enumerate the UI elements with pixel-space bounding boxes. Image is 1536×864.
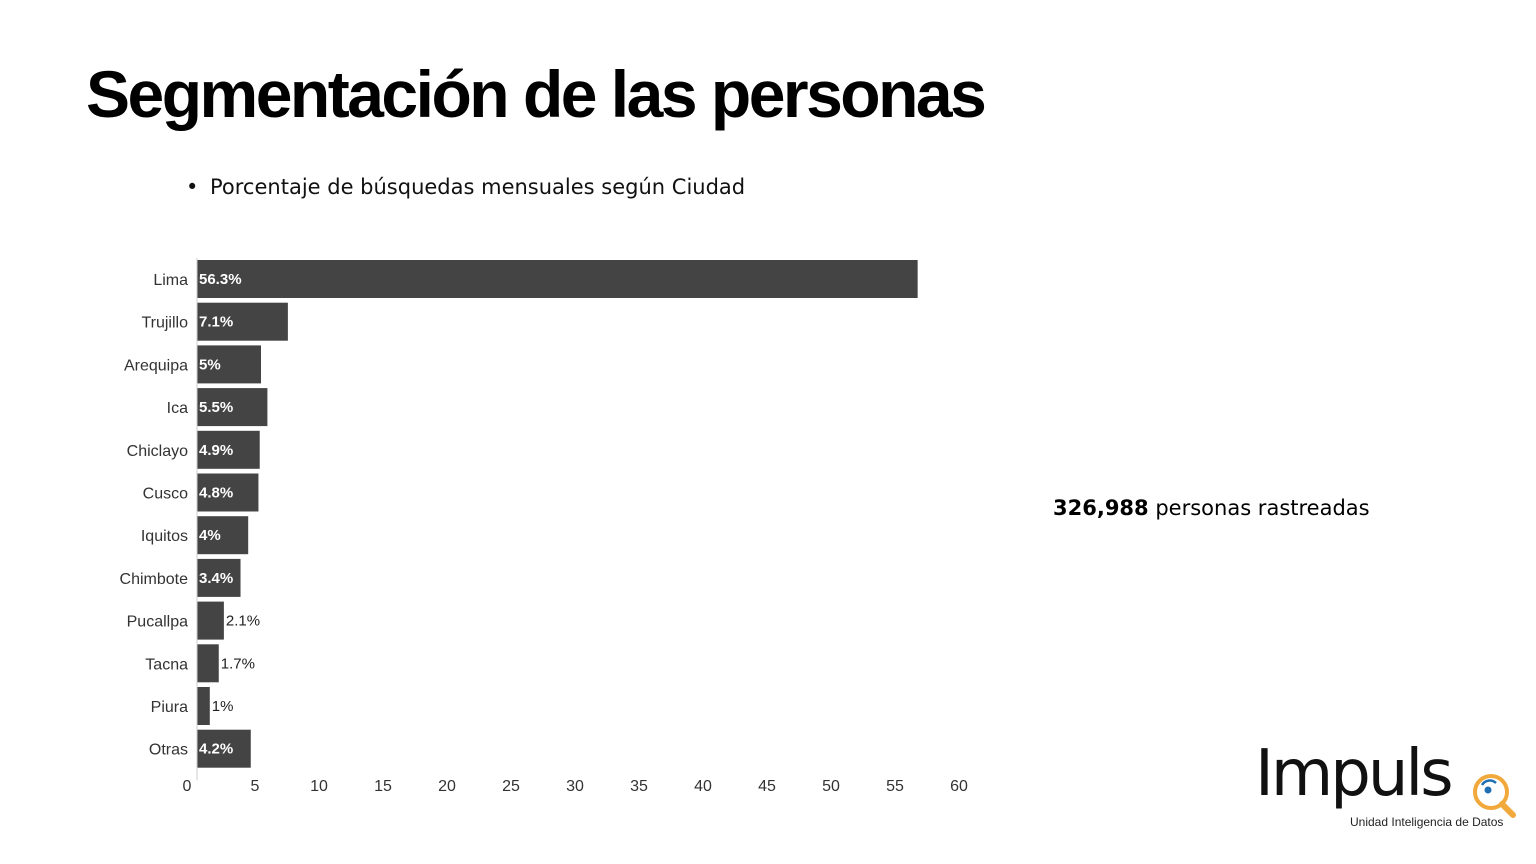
bar-tacna xyxy=(197,644,219,683)
x-tick-label: 60 xyxy=(950,778,968,795)
x-tick-label: 5 xyxy=(251,778,260,795)
bar-arequipa xyxy=(197,345,261,384)
data-label: 5.5% xyxy=(199,399,233,416)
x-tick-label: 45 xyxy=(758,778,776,795)
x-tick-label: 35 xyxy=(630,778,648,795)
category-label: Trujillo xyxy=(141,315,188,332)
category-label: Chimbote xyxy=(120,571,189,588)
logo-subtitle: Unidad Inteligencia de Datos xyxy=(1350,815,1504,829)
bar-pucallpa xyxy=(197,601,224,640)
category-label: Tacna xyxy=(145,656,188,673)
category-label: Iquitos xyxy=(141,528,188,545)
bar-piura xyxy=(197,687,210,725)
data-label: 4.8% xyxy=(199,485,233,502)
x-tick-label: 40 xyxy=(694,778,712,795)
data-label: 7.1% xyxy=(199,314,233,331)
category-label: Piura xyxy=(151,699,188,716)
data-label: 2.1% xyxy=(226,613,260,630)
data-label: 1.7% xyxy=(221,655,255,672)
x-tick-label: 50 xyxy=(822,778,840,795)
category-label: Ica xyxy=(167,400,188,417)
category-label: Arequipa xyxy=(124,357,188,374)
bullet-item: • Porcentaje de búsquedas mensuales según… xyxy=(186,175,745,199)
category-label: Pucallpa xyxy=(127,614,188,631)
slide-title: Segmentación de las personas xyxy=(86,57,987,131)
bar-trujillo xyxy=(197,302,288,341)
x-tick-label: 10 xyxy=(310,778,328,795)
bullet-icon: • xyxy=(186,175,199,199)
bar-otras xyxy=(197,729,251,768)
x-tick-label: 20 xyxy=(438,778,456,795)
magnifier-icon xyxy=(1473,774,1516,818)
bar-chart: Lima 56.3% Trujillo 7.1% Arequipa 5% Ica 5.5% Ch… xyxy=(120,258,968,795)
bullet-text: Porcentaje de búsquedas mensuales según … xyxy=(210,175,746,199)
x-tick-label: 55 xyxy=(886,778,904,795)
x-tick-label: 0 xyxy=(183,778,192,795)
x-tick-label: 30 xyxy=(566,778,584,795)
bar-chimbote xyxy=(197,558,241,597)
category-label: Chiclayo xyxy=(127,443,188,460)
x-tick-label: 15 xyxy=(374,778,392,795)
people-tracked-stat: 326,988 personas rastreadas xyxy=(1053,496,1370,520)
data-label: 1% xyxy=(212,698,234,715)
category-label: Cusco xyxy=(143,486,188,503)
bar-iquitos xyxy=(197,516,249,555)
category-label: Lima xyxy=(153,272,188,289)
impulso-logo: Impuls Unidad Inteligencia de Datos xyxy=(1255,742,1525,832)
bar-cusco xyxy=(197,473,259,512)
x-tick-label: 25 xyxy=(502,778,520,795)
people-tracked-count: 326,988 xyxy=(1053,496,1149,520)
data-label: 4% xyxy=(199,527,221,544)
data-label: 3.4% xyxy=(199,570,233,587)
logo-wordmark: Impuls xyxy=(1255,737,1454,811)
bar-chiclayo xyxy=(197,430,260,469)
data-label: 4.2% xyxy=(199,741,233,758)
category-label: Otras xyxy=(149,742,188,759)
bar-lima xyxy=(197,260,918,298)
bar-ica xyxy=(197,388,268,427)
data-label: 4.9% xyxy=(199,442,233,459)
data-label: 5% xyxy=(199,356,221,373)
data-label: 56.3% xyxy=(199,271,242,288)
people-tracked-label: personas rastreadas xyxy=(1155,496,1370,520)
